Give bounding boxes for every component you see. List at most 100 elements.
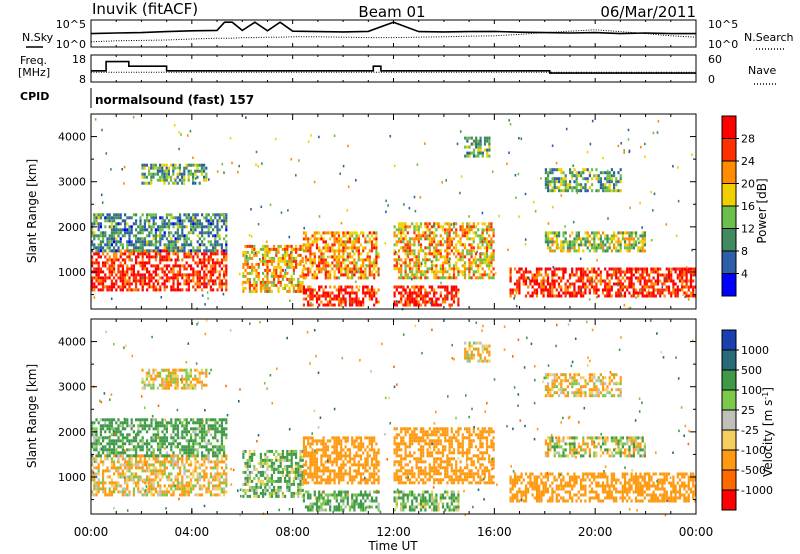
power-echo-cell [209,231,212,235]
power-sparse-echo [617,284,619,287]
power-echo-cell [165,178,168,182]
power-echo-cell [564,183,567,187]
power-echo-cell [284,286,287,290]
power-echo-cell [588,270,591,274]
power-echo-cell [292,247,295,251]
power-echo-cell [604,186,607,190]
power-echo-cell [251,247,254,251]
power-echo-cell [223,216,226,220]
power-echo-cell [214,225,217,229]
power-echo-cell [201,252,204,256]
power-echo-cell [192,172,195,176]
power-sparse-echo [183,182,186,186]
velocity-echo-cell [170,487,173,491]
power-echo-cell [549,231,552,235]
power-echo-cell [322,261,325,265]
power-echo-cell [619,189,622,193]
power-echo-cell [584,291,587,295]
velocity-echo-cell [91,454,94,458]
power-echo-cell [566,243,569,247]
power-echo-cell [490,255,493,259]
power-echo-cell [588,234,591,238]
power-echo-cell [635,240,638,244]
power-echo-cell [393,225,396,229]
power-sparse-echo [524,192,527,196]
power-echo-cell [586,276,589,280]
power-echo-cell [268,259,271,263]
power-sparse-echo [260,289,263,293]
power-echo-cell [468,231,471,235]
power-echo-cell [573,273,576,277]
power-echo-cell [582,294,585,298]
power-echo-cell [209,267,212,271]
power-echo-cell [455,267,458,271]
power-echo-cell [135,255,138,259]
power-echo-cell [270,283,273,287]
power-sparse-echo [440,281,442,285]
velocity-echo-cell [146,490,149,494]
power-echo-cell [154,255,157,259]
power-echo-cell [176,172,179,176]
power-echo-cell [342,267,345,271]
power-echo-cell [157,252,160,256]
power-echo-cell [683,267,686,271]
power-sparse-echo [652,131,655,135]
power-echo-cell [661,288,664,292]
power-echo-cell [452,264,456,268]
power-echo-cell [192,219,195,223]
power-sparse-echo [201,263,204,267]
velocity-echo-cell [113,439,116,443]
power-echo-cell [492,231,495,235]
power-sparse-echo [223,171,225,174]
power-echo-cell [344,291,347,295]
power-echo-cell [404,261,407,265]
power-echo-cell [366,285,369,289]
power-echo-cell [342,255,345,259]
power-echo-cell [266,271,269,275]
power-echo-cell [117,228,120,232]
power-echo-cell [481,243,484,247]
power-echo-cell [474,252,478,256]
power-echo-cell [157,249,160,253]
velocity-echo-cell [130,424,133,428]
power-echo-cell [128,228,131,232]
power-echo-cell [205,216,208,220]
power-echo-cell [353,246,356,250]
power-echo-cell [225,252,228,256]
power-sparse-echo [464,261,466,264]
power-echo-cell [608,288,611,292]
power-echo-cell [110,216,113,220]
power-echo-cell [335,240,338,244]
power-echo-cell [121,252,124,256]
power-echo-cell [488,139,491,143]
power-echo-cell [121,288,124,292]
velocity-echo-cell [157,421,160,425]
power-echo-cell [364,258,367,262]
power-echo-cell [102,237,105,241]
power-echo-cell [481,234,484,238]
power-echo-cell [335,237,338,241]
power-echo-cell [264,280,267,284]
power-echo-cell [435,273,438,277]
power-echo-cell [555,267,558,271]
power-echo-cell [203,231,206,235]
velocity-echo-cell [163,466,166,470]
power-echo-cell [516,282,519,286]
power-echo-cell [165,213,168,217]
power-echo-cell [433,237,436,241]
velocity-echo-cell [201,475,204,479]
power-echo-cell [141,181,144,185]
power-echo-cell [281,247,284,251]
velocity-echo-cell [143,454,146,458]
power-echo-cell [575,231,578,235]
power-echo-cell [302,231,305,235]
power-echo-cell [165,276,168,280]
power-echo-cell [626,270,629,274]
power-echo-cell [637,276,640,280]
velocity-echo-cell [102,472,105,476]
power-echo-cell [628,240,631,244]
power-echo-cell [179,216,182,220]
velocity-echo-cell [126,487,129,491]
power-echo-cell [176,234,179,238]
power-echo-cell [128,267,131,271]
